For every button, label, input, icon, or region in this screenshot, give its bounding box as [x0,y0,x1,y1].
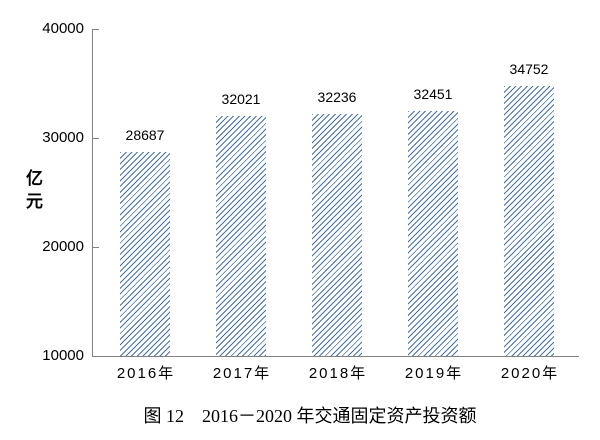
bar-value-label: 28687 [125,127,165,143]
bar-value-label: 32236 [317,89,357,105]
bar [312,114,362,356]
y-axis-title: 亿元 [26,169,43,211]
y-axis-tick-label: 10000 [42,347,84,364]
x-axis-tick-label: 2020年 [500,365,560,382]
x-axis-tick-label: 2019年 [404,365,464,382]
bar [216,116,266,356]
x-axis-tick-label: 2017年 [212,365,272,382]
figure-caption: 图 12 2016－2020 年交通固定资产投资额 [143,406,477,426]
x-axis-tick-label: 2018年 [308,365,368,382]
bar [120,152,170,356]
bar-value-label: 34752 [509,61,549,77]
bar [408,111,458,356]
y-axis-tick-mark [93,29,99,30]
bar-value-label: 32451 [413,86,453,102]
y-axis-tick-label: 20000 [42,238,84,255]
bar [504,86,554,356]
y-axis-tick-label: 30000 [42,129,84,146]
y-axis-tick-label: 40000 [42,20,84,37]
y-axis-line [92,29,93,357]
x-axis-tick-label: 2016年 [116,365,176,382]
bar-value-label: 32021 [221,91,261,107]
y-axis-tick-mark [93,247,99,248]
y-axis-tick-mark [93,138,99,139]
x-axis-line [92,356,579,357]
